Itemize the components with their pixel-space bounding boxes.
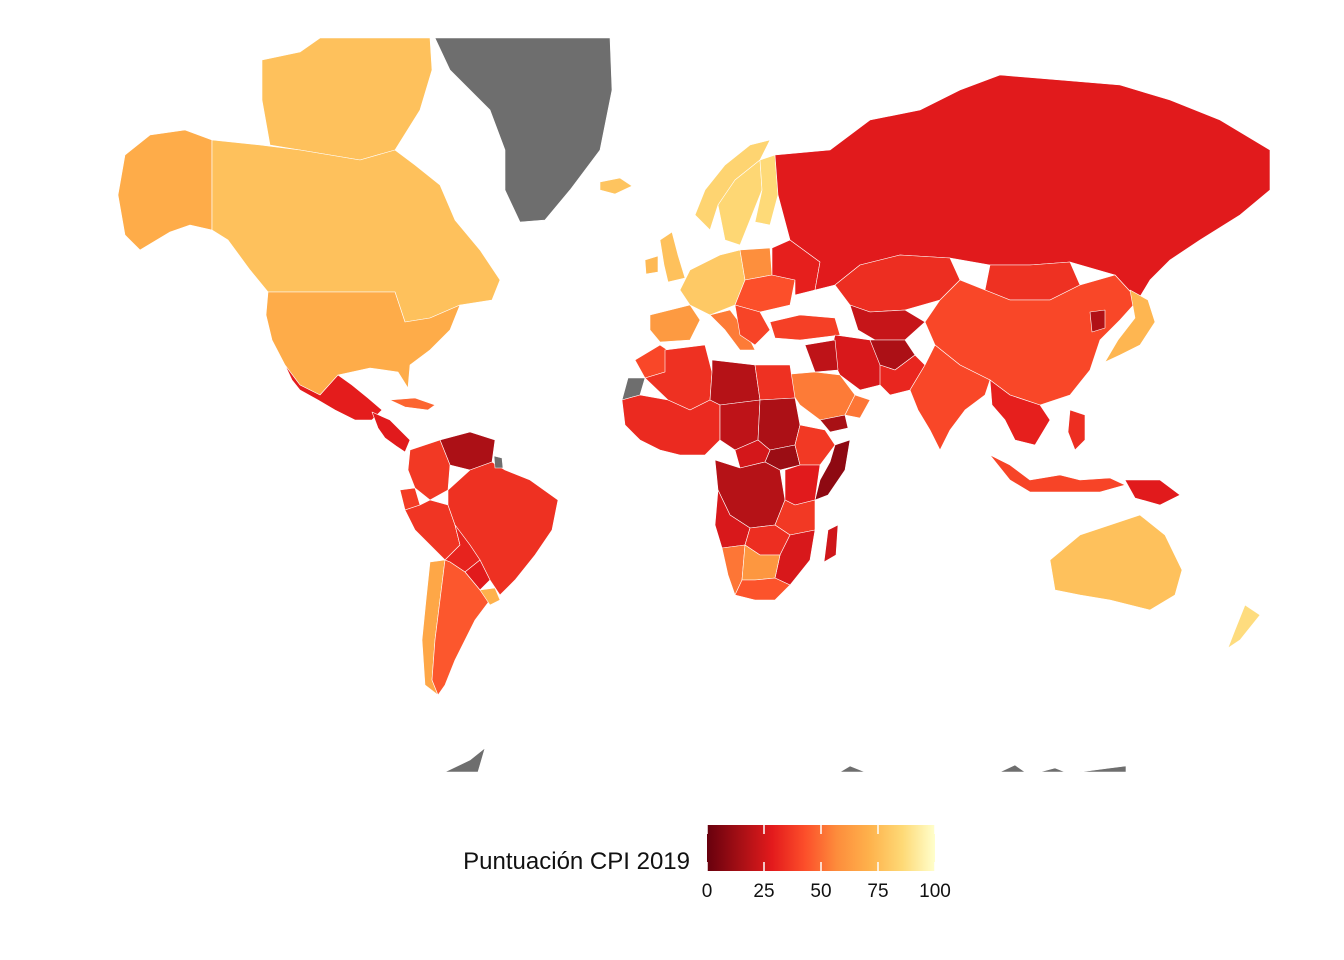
region-west-africa [621,394,721,456]
region-russia [774,74,1271,301]
region-india [909,344,991,451]
region-kenya [784,464,821,506]
region-poland [739,247,773,281]
region-arctic-canada [261,37,433,161]
region-new-zealand [1227,604,1261,649]
region-iberia [649,304,701,343]
region-libya [709,359,761,406]
region-central-asia [849,304,926,341]
region-south-africa [734,577,791,601]
region-madagascar [823,524,839,563]
region-iceland [599,177,633,195]
legend-tick-label: 25 [753,881,774,902]
region-uruguay [479,587,501,606]
legend-tick-label: 100 [919,881,951,902]
region-north-korea [1089,309,1106,333]
region-turkey [769,314,841,341]
legend-tick-label: 50 [810,881,831,902]
region-sweden [717,159,763,246]
region-central-america [371,411,411,453]
region-central-african-republic [734,439,771,469]
region-ireland [644,255,659,275]
region-italy [709,309,756,351]
region-norway [694,139,771,231]
legend-tick-label: 0 [702,881,713,902]
color-legend: Puntuación CPI 2019 0 25 50 75 100 [463,825,951,902]
region-indonesia [989,454,1126,493]
region-yemen [819,414,849,433]
region-balkans [734,304,771,346]
region-australia [1049,514,1183,611]
region-canada [211,139,501,323]
region-oman [844,394,871,419]
region-united-kingdom [659,231,686,283]
region-southeast-asia [989,379,1051,446]
region-cuba [389,397,436,411]
world-map [117,37,1271,773]
region-antarctica [444,747,1127,773]
region-papua-new-guinea [1124,479,1181,506]
legend-title: Puntuación CPI 2019 [463,848,690,875]
region-united-states [265,291,461,396]
region-philippines [1067,409,1086,451]
region-japan [1104,289,1156,363]
region-alaska [117,129,213,251]
region-sudan [757,397,801,451]
region-argentina [431,559,491,696]
region-somalia [814,439,851,501]
region-iraq [804,339,839,373]
region-french-guiana [493,455,504,469]
region-colombia [407,439,451,501]
legend-tick-label: 75 [867,881,888,902]
region-greenland [434,37,613,223]
region-egypt [754,364,796,401]
